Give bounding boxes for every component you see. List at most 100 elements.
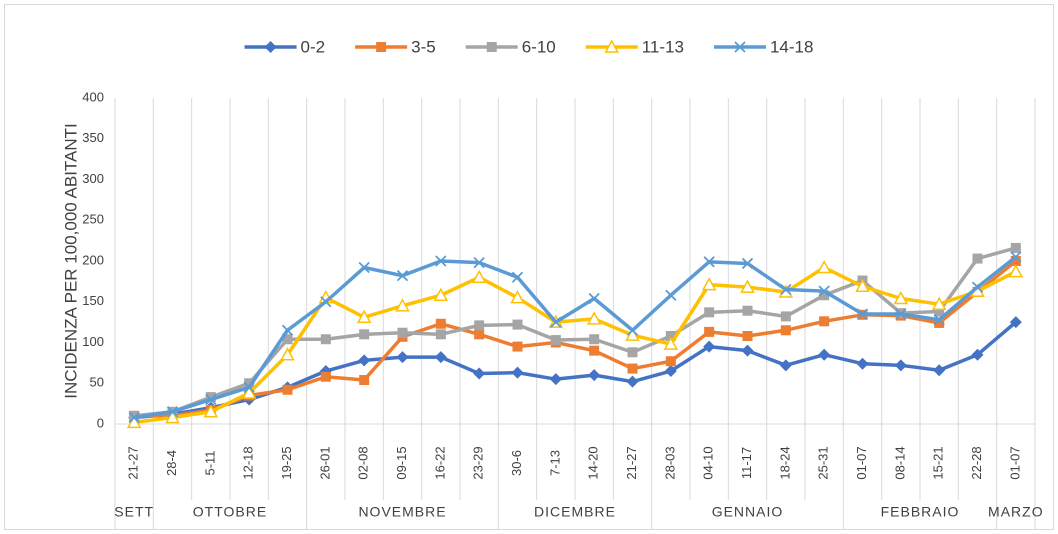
x-tick-label: 25-31 [816, 446, 831, 479]
point [704, 326, 715, 337]
point [550, 335, 561, 346]
legend-label: 14-18 [770, 37, 813, 56]
point [396, 351, 409, 364]
point [473, 256, 485, 269]
x-tick-label: 7-13 [547, 450, 562, 476]
legend-item: 11-13 [585, 37, 684, 56]
point [934, 317, 945, 328]
chart-border [4, 4, 1054, 530]
point [241, 385, 257, 399]
legend-label: 0-2 [301, 37, 326, 56]
x-tick-label: 14-20 [586, 446, 601, 479]
x-tick-label: 16-22 [432, 446, 447, 479]
point [1010, 242, 1021, 253]
point [741, 344, 754, 357]
point [435, 318, 446, 329]
point [264, 41, 277, 53]
point [856, 308, 869, 320]
x-tick-label: 18-24 [777, 446, 792, 479]
month-label: OTTOBRE [193, 504, 267, 520]
point [780, 311, 791, 322]
point [626, 375, 639, 388]
point [856, 357, 869, 370]
point [512, 341, 523, 352]
point [474, 329, 485, 340]
series-line [133, 255, 1017, 420]
point [703, 256, 715, 268]
point [397, 327, 408, 338]
x-tick-label: 01-07 [854, 446, 869, 479]
point [816, 259, 832, 274]
point [126, 414, 142, 429]
point [433, 287, 449, 301]
point [435, 329, 446, 340]
point [627, 363, 638, 374]
legend-item: 6-10 [465, 37, 556, 56]
month-label: NOVEMBRE [358, 504, 446, 520]
x-tick-label: 21-27 [126, 446, 141, 479]
point [471, 269, 487, 284]
point [510, 290, 525, 304]
point [511, 366, 524, 379]
point [626, 324, 639, 336]
point [359, 329, 370, 340]
point [704, 307, 715, 318]
point [244, 378, 255, 389]
point [894, 359, 907, 372]
point [664, 365, 677, 378]
x-tick-label: 11-17 [739, 447, 754, 479]
point [818, 348, 831, 361]
month-label: FEBBRAIO [881, 504, 960, 520]
point [395, 298, 410, 312]
point [550, 316, 562, 328]
point [205, 393, 217, 406]
point [549, 373, 562, 386]
y-tick-label: 250 [82, 212, 104, 227]
point [282, 334, 293, 345]
x-tick-label: 08-14 [892, 446, 907, 479]
point [818, 285, 830, 297]
y-tick-label: 400 [82, 89, 104, 104]
point [128, 411, 140, 424]
x-tick-label: 26-01 [317, 446, 332, 479]
point [356, 309, 372, 323]
point [1008, 264, 1024, 278]
point [486, 42, 497, 52]
legend-label: 3-5 [411, 37, 436, 56]
x-tick-label: 01-07 [1007, 446, 1022, 479]
x-tick-label: 15-21 [931, 446, 946, 479]
month-label: DICEMBRE [534, 504, 616, 520]
point [282, 384, 293, 395]
point [855, 278, 870, 293]
point [512, 319, 523, 330]
point [359, 374, 370, 385]
x-tick-label: 23-29 [471, 446, 486, 479]
point [243, 381, 255, 393]
x-tick-label: 28-4 [164, 450, 179, 476]
point [511, 271, 524, 283]
point [205, 392, 216, 403]
point [396, 270, 409, 282]
point [703, 340, 716, 353]
point [701, 277, 717, 291]
point [780, 283, 792, 296]
x-tick-label: 5-11 [202, 450, 217, 475]
legend-item: 3-5 [355, 37, 436, 56]
x-tick-label: 04-10 [701, 446, 716, 479]
point [203, 404, 219, 418]
y-axis-label: INCIDENZA PER 100,000 ABITANTI [61, 123, 80, 399]
point [474, 320, 485, 331]
point [588, 292, 600, 305]
point [589, 334, 600, 345]
x-tick-label: 28-03 [662, 446, 677, 479]
y-tick-label: 200 [82, 252, 104, 267]
point [589, 345, 600, 356]
point [819, 290, 830, 301]
point [435, 255, 447, 267]
point [742, 305, 753, 316]
point [588, 369, 601, 382]
x-tick-label: 09-15 [394, 446, 409, 479]
y-tick-label: 350 [82, 130, 104, 145]
point [320, 371, 331, 382]
legend-item: 14-18 [713, 37, 813, 56]
